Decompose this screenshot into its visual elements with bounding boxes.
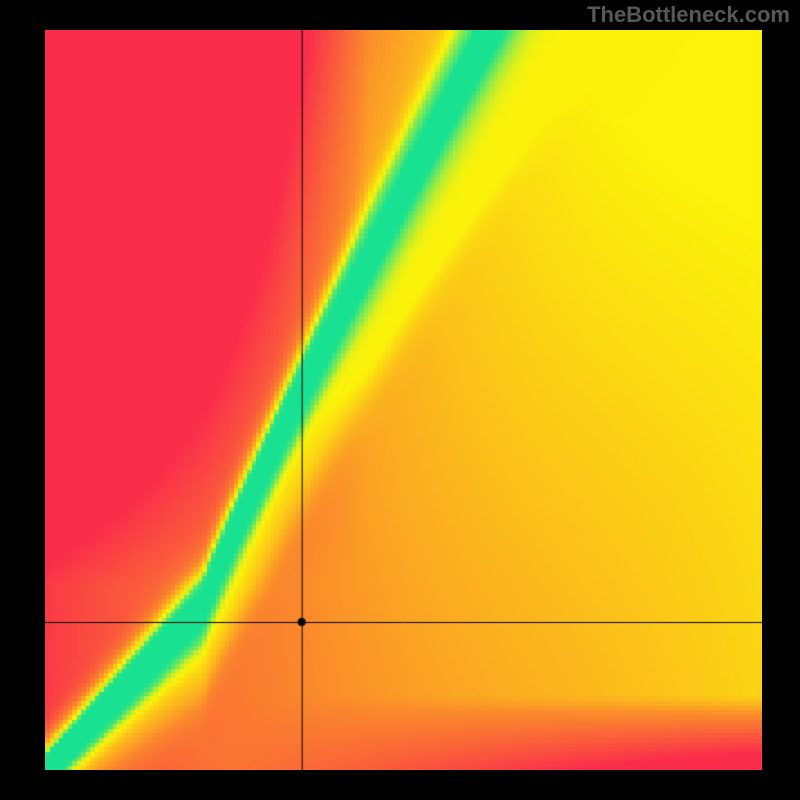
bottleneck-heatmap bbox=[45, 30, 762, 770]
watermark-text: TheBottleneck.com bbox=[587, 2, 790, 28]
